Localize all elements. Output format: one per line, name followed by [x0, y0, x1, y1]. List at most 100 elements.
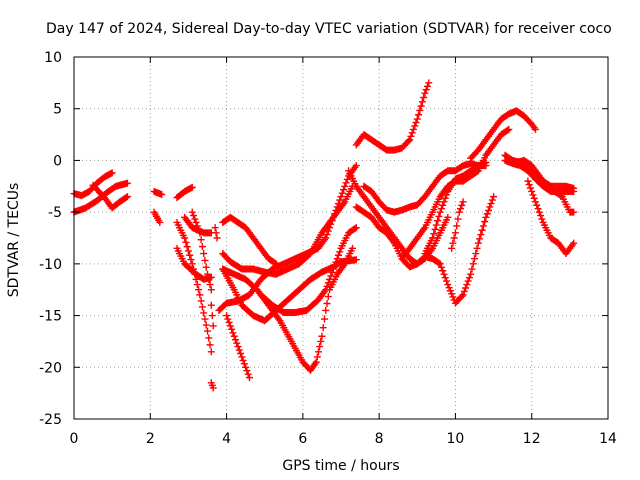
data-point	[423, 82, 431, 90]
data-point	[181, 234, 189, 242]
data-point	[233, 339, 241, 347]
data-series	[211, 224, 221, 242]
data-point	[490, 193, 498, 201]
data-point	[228, 325, 236, 333]
data-point	[409, 125, 417, 133]
data-point	[108, 169, 116, 177]
data-series	[150, 187, 166, 199]
data-point	[441, 274, 449, 282]
data-point	[535, 208, 543, 216]
data-series	[150, 208, 164, 226]
data-point	[204, 327, 211, 335]
data-point	[211, 224, 219, 232]
data-point	[156, 218, 164, 226]
data-point	[524, 177, 532, 185]
x-tick-label: 4	[222, 431, 231, 447]
data-point	[437, 263, 445, 271]
data-point	[459, 291, 467, 299]
data-point	[478, 226, 486, 234]
data-point	[327, 272, 335, 280]
data-point	[352, 162, 360, 170]
data-point	[192, 218, 200, 226]
data-point	[504, 126, 512, 134]
data-point	[272, 260, 280, 268]
data-point	[235, 346, 243, 354]
data-point	[537, 212, 545, 220]
data-point	[207, 286, 215, 294]
data-point	[525, 181, 533, 189]
data-point	[454, 215, 462, 223]
data-point	[421, 89, 429, 97]
data-point	[206, 281, 214, 289]
x-tick-label: 2	[146, 431, 155, 447]
x-axis-label: GPS time / hours	[282, 458, 399, 474]
data-point	[406, 136, 414, 144]
data-point	[313, 353, 321, 361]
data-point	[439, 201, 447, 209]
x-tick-label: 12	[523, 431, 541, 447]
data-point	[417, 102, 425, 110]
data-point	[473, 244, 481, 252]
y-tick-label: 10	[44, 50, 62, 66]
data-series	[219, 182, 356, 278]
data-point	[322, 234, 330, 242]
data-point	[323, 231, 331, 239]
data-series	[188, 208, 215, 294]
data-point	[418, 98, 426, 106]
data-series	[421, 162, 490, 258]
data-point	[240, 360, 248, 368]
data-point	[342, 179, 350, 187]
data-point	[450, 234, 458, 242]
data-point	[200, 309, 208, 317]
data-point	[323, 282, 331, 290]
data-point	[158, 191, 166, 199]
data-point	[481, 218, 489, 226]
data-point	[206, 341, 214, 349]
data-point	[317, 337, 325, 345]
data-point	[486, 203, 494, 211]
data-point	[202, 321, 210, 329]
x-tick-label: 0	[70, 431, 79, 447]
plot-frame	[73, 56, 609, 420]
data-point	[332, 258, 340, 266]
data-point	[416, 106, 424, 114]
data-point	[234, 343, 242, 351]
data-point	[425, 79, 433, 87]
y-tick-label: -25	[39, 412, 62, 428]
data-point	[458, 201, 466, 209]
data-series	[524, 177, 578, 258]
data-point	[197, 297, 205, 305]
data-point	[444, 213, 452, 221]
data-point	[324, 279, 332, 287]
data-point	[449, 239, 457, 247]
data-point	[223, 312, 231, 320]
data-series	[219, 256, 360, 325]
data-point	[191, 215, 199, 223]
chart-title: Day 147 of 2024, Sidereal Day-to-day VTE…	[46, 21, 612, 37]
data-point	[445, 284, 453, 292]
data-point	[455, 208, 463, 216]
data-point	[413, 115, 421, 123]
data-series	[505, 156, 578, 216]
data-point	[182, 238, 190, 246]
data-point	[458, 292, 466, 300]
data-point	[123, 193, 131, 201]
data-point	[231, 336, 239, 344]
data-point	[467, 270, 475, 278]
data-point	[213, 234, 221, 242]
data-point	[196, 229, 204, 237]
data-series	[257, 224, 360, 316]
data-point	[440, 198, 448, 206]
data-point	[316, 343, 324, 351]
data-point	[532, 198, 540, 206]
data-series	[219, 213, 280, 268]
data-point	[198, 243, 206, 251]
data-point	[209, 322, 217, 330]
data-point	[570, 208, 578, 216]
data-point	[324, 293, 332, 301]
data-point	[352, 224, 360, 232]
data-point	[224, 315, 232, 323]
data-point	[186, 251, 194, 259]
data-point	[352, 256, 360, 264]
data-point	[184, 247, 192, 255]
